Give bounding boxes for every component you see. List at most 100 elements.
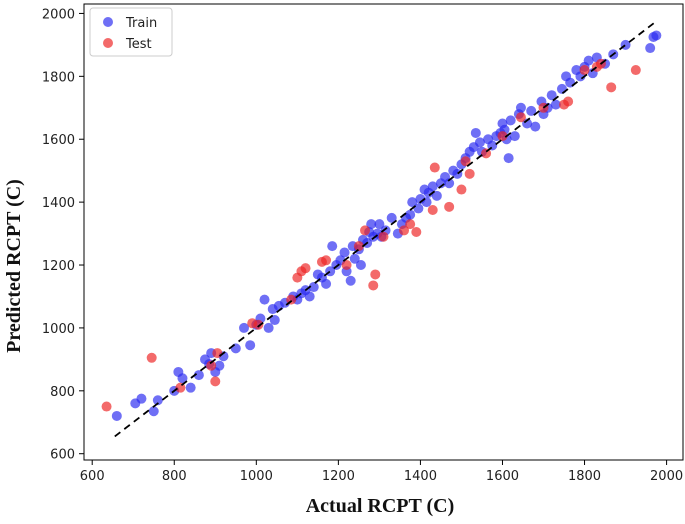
plot-frame bbox=[83, 3, 684, 461]
data-point-train bbox=[583, 55, 594, 66]
y-tick-label: 1200 bbox=[42, 259, 75, 274]
series-train bbox=[111, 30, 662, 421]
data-point-train bbox=[470, 127, 481, 138]
data-point-train bbox=[374, 219, 385, 230]
data-point-train bbox=[474, 137, 485, 148]
data-point-test bbox=[515, 112, 526, 123]
data-point-train bbox=[431, 190, 442, 201]
reference-line bbox=[114, 20, 657, 438]
y-tick-label: 2000 bbox=[42, 7, 75, 22]
data-point-train bbox=[214, 360, 225, 371]
data-point-test bbox=[579, 65, 590, 76]
y-tick-label: 600 bbox=[50, 448, 75, 463]
data-point-train bbox=[111, 410, 122, 421]
data-point-train bbox=[321, 278, 332, 289]
data-points bbox=[101, 30, 662, 421]
x-tick-label: 2000 bbox=[650, 469, 683, 484]
data-point-test bbox=[405, 219, 416, 230]
data-point-train bbox=[565, 77, 576, 88]
data-point-test bbox=[146, 352, 157, 363]
data-point-train bbox=[509, 131, 520, 142]
data-point-test bbox=[210, 376, 221, 387]
x-tick-label: 800 bbox=[162, 469, 187, 484]
x-tick-label: 1600 bbox=[486, 469, 519, 484]
data-point-test bbox=[399, 225, 410, 236]
data-point-train bbox=[193, 370, 204, 381]
data-point-train bbox=[405, 209, 416, 220]
data-point-train bbox=[239, 322, 250, 333]
data-point-test bbox=[497, 131, 508, 142]
data-point-train bbox=[339, 247, 350, 258]
x-tick-label: 1400 bbox=[404, 469, 437, 484]
data-point-train bbox=[308, 282, 319, 293]
data-point-test bbox=[206, 360, 217, 371]
data-point-train bbox=[546, 90, 557, 101]
data-point-test bbox=[464, 168, 475, 179]
x-tick-label: 1000 bbox=[240, 469, 273, 484]
data-point-test bbox=[456, 184, 467, 195]
data-point-train bbox=[355, 260, 366, 271]
data-point-test bbox=[378, 231, 389, 242]
data-point-train bbox=[269, 315, 280, 326]
data-point-test bbox=[368, 280, 379, 291]
data-point-train bbox=[556, 83, 567, 94]
data-point-train bbox=[148, 406, 159, 417]
data-point-test bbox=[321, 255, 332, 266]
data-point-test bbox=[606, 82, 617, 93]
legend: Train Test bbox=[89, 7, 173, 57]
data-point-test bbox=[427, 204, 438, 215]
data-point-test bbox=[353, 241, 364, 252]
data-point-train bbox=[530, 121, 541, 132]
y-tick-label: 1400 bbox=[42, 196, 75, 211]
data-point-train bbox=[366, 219, 377, 230]
data-point-train bbox=[522, 118, 533, 129]
legend-marker-train bbox=[103, 17, 113, 27]
data-point-train bbox=[245, 340, 256, 351]
data-point-train bbox=[345, 275, 356, 286]
y-tick-label: 800 bbox=[50, 385, 75, 400]
data-point-test bbox=[429, 162, 440, 173]
data-point-train bbox=[386, 212, 397, 223]
data-point-train bbox=[645, 43, 656, 54]
data-point-train bbox=[505, 115, 516, 126]
legend-label-test: Test bbox=[125, 37, 152, 52]
data-point-train bbox=[503, 153, 514, 164]
data-point-train bbox=[259, 294, 270, 305]
data-point-train bbox=[136, 393, 147, 404]
x-tick-label: 1800 bbox=[568, 469, 601, 484]
data-point-train bbox=[185, 382, 196, 393]
data-point-train bbox=[263, 322, 274, 333]
data-point-train bbox=[230, 343, 241, 354]
data-point-train bbox=[526, 105, 537, 116]
data-point-test bbox=[444, 201, 455, 212]
data-point-test bbox=[360, 225, 371, 236]
y-tick-label: 1600 bbox=[42, 133, 75, 148]
y-tick-label: 1800 bbox=[42, 70, 75, 85]
data-point-test bbox=[630, 65, 641, 76]
data-point-test bbox=[253, 319, 264, 330]
axes: 600 800 1000 1200 1400 1600 1800 2000 600 800 1000… bbox=[42, 7, 683, 484]
data-point-train bbox=[550, 99, 561, 110]
data-point-train bbox=[152, 395, 163, 406]
y-tick-label: 1000 bbox=[42, 322, 75, 337]
data-point-test bbox=[101, 401, 112, 412]
data-point-train bbox=[407, 197, 418, 208]
data-point-train bbox=[177, 373, 188, 384]
data-point-test bbox=[411, 227, 422, 237]
data-point-train bbox=[421, 197, 432, 208]
data-point-train bbox=[304, 291, 315, 302]
data-point-train bbox=[327, 241, 338, 252]
data-point-train bbox=[648, 32, 659, 43]
legend-label-train: Train bbox=[125, 16, 157, 31]
data-point-train bbox=[444, 178, 455, 189]
legend-marker-test bbox=[103, 38, 113, 48]
x-tick-label: 600 bbox=[80, 469, 105, 484]
data-point-train bbox=[427, 181, 438, 192]
data-point-test bbox=[300, 263, 311, 274]
x-tick-label: 1200 bbox=[322, 469, 355, 484]
data-point-test bbox=[563, 96, 574, 107]
data-point-train bbox=[515, 102, 526, 113]
data-point-train bbox=[349, 253, 360, 264]
data-point-test bbox=[341, 260, 352, 271]
